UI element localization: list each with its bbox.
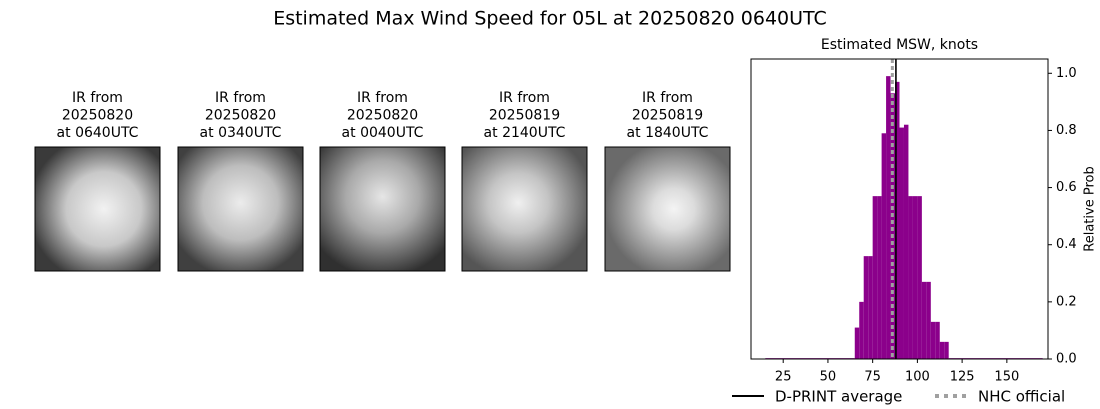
histogram-bar	[926, 281, 931, 359]
panel-label: at 2140UTC	[484, 125, 566, 141]
histogram-bar	[908, 196, 913, 359]
histogram-bar	[872, 196, 878, 359]
histogram-bar	[859, 301, 864, 359]
histogram-chart: Estimated MSW, knots 25 50 75 100 125 150 0.0 0.…	[732, 37, 1098, 406]
satellite-image	[319, 146, 446, 272]
x-tick-label: 25	[775, 370, 792, 385]
panel-label: 20250820	[347, 108, 418, 124]
y-tick-label: 1.0	[1056, 66, 1077, 81]
histogram-bar	[912, 196, 918, 359]
panel-label: 20250819	[489, 108, 560, 124]
panel-label: at 1840UTC	[627, 125, 709, 141]
satellite-image	[34, 146, 161, 272]
x-tick-label: 100	[905, 370, 930, 385]
panel-label: at 0040UTC	[342, 125, 424, 141]
histogram-bar	[854, 327, 860, 359]
x-tick-label: 150	[994, 370, 1019, 385]
panel-label: 20250820	[62, 108, 133, 124]
y-axis-label: Relative Prob	[1083, 166, 1098, 251]
histogram-bar	[930, 321, 936, 359]
y-tick-label: 0.0	[1056, 352, 1077, 367]
histogram-bar	[944, 341, 949, 359]
satellite-image	[604, 146, 731, 272]
x-tick-label: 125	[950, 370, 975, 385]
histogram-bar	[877, 196, 882, 359]
satellite-image	[461, 146, 588, 272]
histogram-bar	[935, 321, 940, 359]
x-tick-label: 75	[864, 370, 881, 385]
histogram-bar	[939, 341, 945, 359]
panel-label: IR from	[642, 90, 693, 106]
panel-label: 20250819	[632, 108, 703, 124]
y-tick-label: 0.4	[1056, 237, 1077, 252]
panel-label: IR from	[357, 90, 408, 106]
y-tick-label: 0.2	[1056, 294, 1077, 309]
histogram-bar	[899, 127, 904, 359]
histogram-bar	[868, 256, 873, 359]
panel-label: 20250820	[205, 108, 276, 124]
histogram-bar	[903, 124, 909, 359]
y-tick-label: 0.8	[1056, 123, 1077, 138]
panel-label: IR from	[72, 90, 123, 106]
panel-label: at 0340UTC	[200, 125, 282, 141]
legend-label: NHC official	[978, 388, 1065, 406]
histogram-bar	[890, 93, 896, 360]
legend-label: D-PRINT average	[775, 388, 902, 406]
x-tick-label: 50	[820, 370, 837, 385]
histogram-bar	[881, 133, 887, 359]
histogram-bar	[863, 256, 869, 359]
satellite-image	[177, 146, 304, 272]
panel-label: IR from	[499, 90, 550, 106]
panel-label: at 0640UTC	[57, 125, 139, 141]
histogram-bar	[917, 196, 922, 359]
chart-title: Estimated MSW, knots	[821, 37, 978, 53]
figure-title: Estimated Max Wind Speed for 05L at 2025…	[273, 8, 827, 30]
histogram-bar	[886, 76, 891, 360]
y-tick-label: 0.6	[1056, 180, 1077, 195]
histogram-bar	[921, 281, 927, 359]
plot-frame	[750, 58, 1049, 360]
panel-label: IR from	[215, 90, 266, 106]
histogram-bar	[895, 81, 900, 359]
